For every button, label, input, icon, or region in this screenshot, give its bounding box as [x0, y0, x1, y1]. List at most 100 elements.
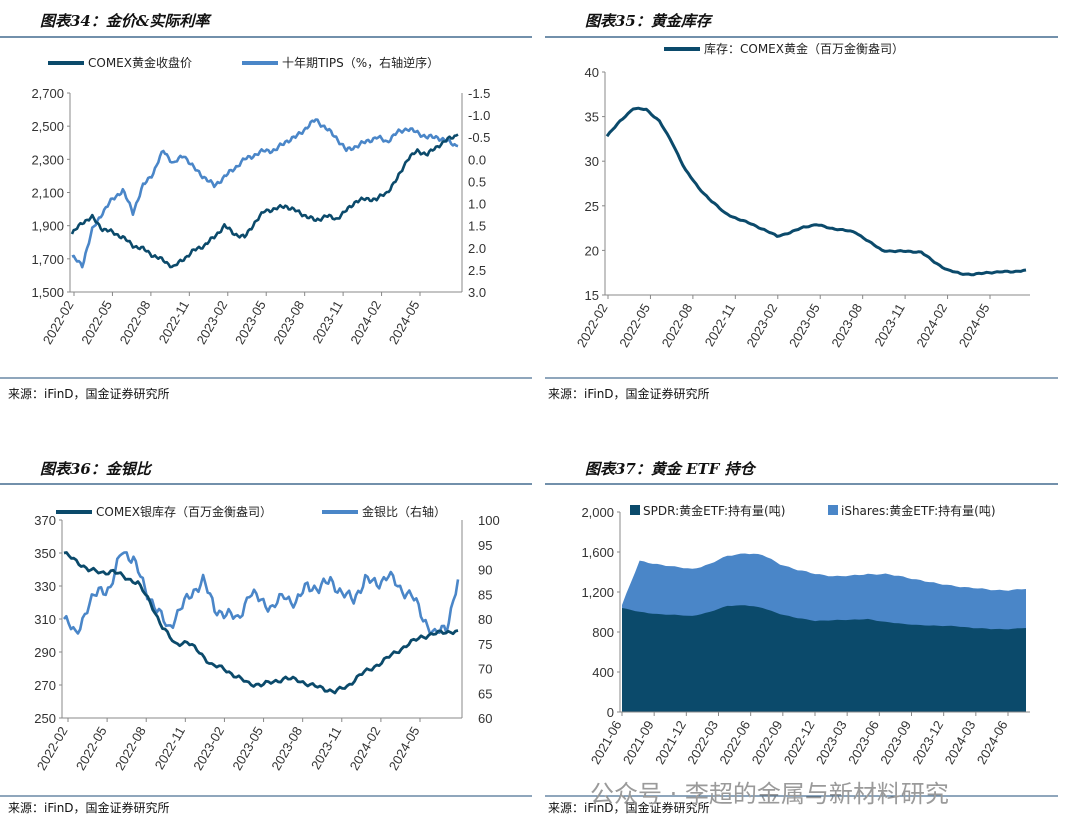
- c36-line-silver: [63, 551, 459, 695]
- chart35-title: 图表35：黄金库存: [585, 12, 714, 30]
- c34-xtick: 2023-02: [194, 298, 231, 347]
- c36-xtick: 2023-11: [308, 724, 344, 772]
- c35-ytick: 20: [585, 243, 599, 258]
- c35-xtick: 2023-11: [871, 301, 907, 349]
- c37-ytick: 2,000: [581, 505, 614, 520]
- c36-xtick: 2023-05: [229, 724, 266, 773]
- c34-y2tick: 1.5: [468, 219, 486, 234]
- legend36-ratio: 金银比（右轴）: [362, 504, 446, 519]
- plots: 1,500 1,700 1,900 2,100 2,300 2,500 2,700 -1.5 -…: [31, 65, 1030, 773]
- c36-xtick: 2022-02: [34, 724, 71, 773]
- c35-xtick: 2022-05: [616, 301, 653, 350]
- legend37-swatch-ishares: [828, 505, 838, 515]
- c37-ytick: 400: [592, 665, 614, 680]
- c34-ytick: 2,700: [31, 86, 64, 101]
- c37-ytick: 1,200: [581, 585, 614, 600]
- c34-y2tick: 3.0: [468, 285, 486, 300]
- legend37-swatch-spdr: [630, 505, 640, 515]
- c36-y2tick: 70: [478, 662, 492, 677]
- c36-ytick: 250: [34, 711, 56, 726]
- c37-ytick: 0: [607, 705, 614, 720]
- c36-xtick: 2024-05: [386, 724, 423, 773]
- c34-xtick: 2024-05: [386, 298, 423, 347]
- c36-y2tick: 60: [478, 711, 492, 726]
- c34-xtick: 2023-05: [232, 298, 269, 347]
- c36-ytick: 350: [34, 546, 56, 561]
- c36-ytick: 270: [34, 678, 56, 693]
- legend36-silver: COMEX银库存（百万金衡盎司）: [96, 504, 272, 519]
- c34-xtick: 2022-02: [40, 298, 77, 347]
- c35-xtick: 2023-02: [744, 301, 781, 350]
- source-37: 来源：iFinD，国金证券研究所: [548, 800, 710, 815]
- c36-y2tick: 95: [478, 538, 492, 553]
- c34-ytick: 2,100: [31, 186, 64, 201]
- c36-xtick: 2022-11: [152, 724, 188, 772]
- legend37-spdr: SPDR:黄金ETF:持有量(吨): [643, 503, 785, 518]
- c36-y2tick: 80: [478, 612, 492, 627]
- c34-xtick: 2023-08: [270, 298, 307, 347]
- c36-ytick: 330: [34, 579, 56, 594]
- legend35-inventory: 库存：COMEX黄金（百万金衡盎司）: [704, 41, 904, 56]
- c35-ytick: 30: [585, 154, 599, 169]
- c36-xtick: 2023-08: [268, 724, 305, 773]
- c35-xtick: 2024-02: [913, 301, 950, 350]
- c35-xtick: 2022-11: [702, 301, 738, 349]
- chart34-title: 图表34：金价&实际利率: [40, 12, 212, 30]
- c34-xtick: 2022-08: [117, 298, 154, 347]
- c34-y2tick: 2.5: [468, 263, 486, 278]
- c36-y2tick: 100: [478, 513, 500, 528]
- c35-xtick: 2022-08: [659, 301, 696, 350]
- c34-xtick: 2024-02: [347, 298, 384, 347]
- watermark: 公众号 · 李超的金属与新材料研究: [590, 780, 949, 808]
- c34-ytick: 2,500: [31, 119, 64, 134]
- c36-ytick: 370: [34, 513, 56, 528]
- c35-line-inventory: [605, 106, 1027, 277]
- chart37-title: 图表37：黄金 ETF 持仓: [585, 460, 757, 478]
- c34-y2tick: 1.0: [468, 197, 486, 212]
- c34-line-tips: [71, 118, 459, 269]
- c35-xtick: 2023-08: [828, 301, 865, 350]
- c34-ytick: 1,700: [31, 252, 64, 267]
- c34-y2tick: 2.0: [468, 241, 486, 256]
- c34-ytick: 2,300: [31, 152, 64, 167]
- c35-xtick: 2022-02: [574, 301, 611, 350]
- legend37-ishares: iShares:黄金ETF:持有量(吨): [841, 503, 996, 518]
- c34-ytick: 1,500: [31, 285, 64, 300]
- c36-y2tick: 65: [478, 686, 492, 701]
- c36-y2tick: 85: [478, 587, 492, 602]
- c35-xtick: 2024-05: [956, 301, 993, 350]
- c34-y2tick: -0.5: [468, 130, 490, 145]
- c37-ytick: 800: [592, 625, 614, 640]
- legend34-tips: 十年期TIPS（%，右轴逆序）: [282, 55, 439, 70]
- c34-xtick: 2022-11: [156, 298, 192, 346]
- c34-y2tick: 0.0: [468, 152, 486, 167]
- c34-y2tick: -1.5: [468, 86, 490, 101]
- c34-xtick: 2023-11: [309, 298, 345, 346]
- c35-xtick: 2023-05: [786, 301, 823, 350]
- c35-ytick: 25: [585, 199, 599, 214]
- c36-xtick: 2022-05: [73, 724, 110, 773]
- c36-ytick: 290: [34, 645, 56, 660]
- c35-ytick: 15: [585, 288, 599, 303]
- c36-xtick: 2023-02: [190, 724, 227, 773]
- c35-ytick: 40: [585, 65, 599, 80]
- source-34: 来源：iFinD，国金证券研究所: [8, 386, 170, 401]
- c34-xtick: 2022-05: [78, 298, 115, 347]
- c34-line-gold: [70, 133, 459, 269]
- c36-xtick: 2024-02: [347, 724, 384, 773]
- c37-area-spdr: [622, 605, 1026, 712]
- source-35: 来源：iFinD，国金证券研究所: [548, 386, 710, 401]
- c37-xtick: 2024-06: [974, 718, 1011, 767]
- c36-ytick: 310: [34, 612, 56, 627]
- c36-line-ratio: [62, 551, 460, 636]
- c34-ytick: 1,900: [31, 219, 64, 234]
- c36-xtick: 2022-08: [112, 724, 149, 773]
- c34-y2tick: -1.0: [468, 108, 490, 123]
- chart36-title: 图表36：金银比: [40, 460, 153, 478]
- c34-y2tick: 0.5: [468, 174, 486, 189]
- c36-y2tick: 90: [478, 563, 492, 578]
- legend34-gold: COMEX黄金收盘价: [88, 55, 192, 70]
- source-36: 来源：iFinD，国金证券研究所: [8, 800, 170, 815]
- c36-y2tick: 75: [478, 637, 492, 652]
